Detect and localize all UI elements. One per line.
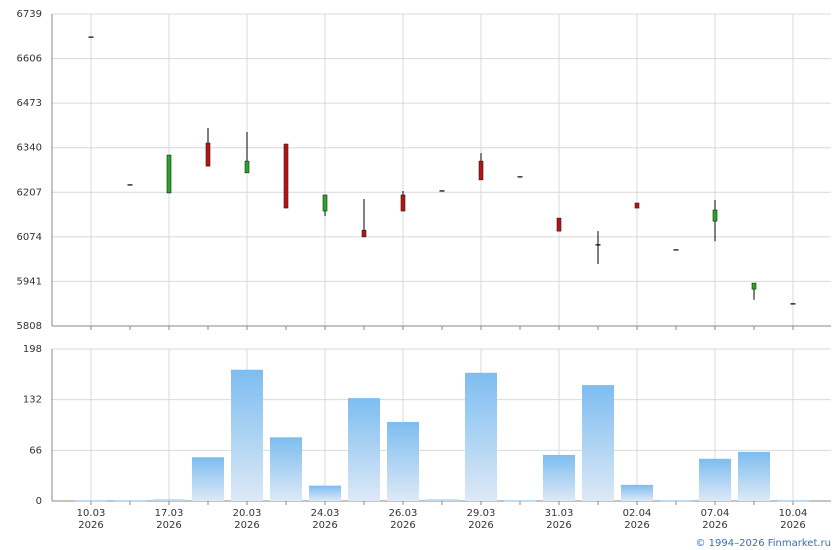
y-tick-label: 198: [23, 344, 42, 355]
candle-body: [712, 209, 718, 222]
volume-bar: [426, 499, 458, 501]
x-tick-label: 24.03: [311, 508, 340, 519]
y-tick-label: 132: [23, 395, 42, 406]
y-tick-label: 6606: [17, 54, 42, 65]
x-tick-year: 2026: [78, 520, 103, 531]
volume-bar: [153, 499, 185, 501]
y-tick-label: 6074: [17, 232, 42, 243]
volume-bar: [75, 500, 107, 502]
candle-body: [751, 282, 757, 290]
x-tick-label: 29.03: [467, 508, 496, 519]
x-tick-year: 2026: [546, 520, 571, 531]
candle-body: [283, 143, 289, 209]
x-tick-label: 07.04: [701, 508, 730, 519]
x-tick-label: 31.03: [545, 508, 574, 519]
candle-body: [556, 217, 562, 232]
copyright: © 1994–2026 Finmarket.ru: [695, 538, 831, 549]
volume-bar: [348, 398, 380, 501]
x-tick-label: 17.03: [155, 508, 184, 519]
volume-bar: [192, 457, 224, 501]
y-tick-label: 5941: [17, 276, 42, 287]
x-tick-label: 10.04: [779, 508, 808, 519]
x-tick-year: 2026: [234, 520, 259, 531]
candle-body: [400, 194, 406, 212]
candle-body: [205, 142, 211, 167]
x-tick-year: 2026: [702, 520, 727, 531]
candle-body: [634, 202, 640, 209]
volume-bar: [465, 372, 497, 501]
y-tick-label: 6340: [17, 143, 42, 154]
candle-body: [244, 160, 250, 174]
x-tick-year: 2026: [780, 520, 805, 531]
volume-bar: [699, 458, 731, 501]
x-tick-year: 2026: [468, 520, 493, 531]
volume-bar: [582, 385, 614, 501]
x-tick-label: 26.03: [389, 508, 418, 519]
volume-bar: [270, 437, 302, 501]
volume-bar: [114, 500, 146, 502]
volume-bar: [660, 500, 692, 502]
y-tick-label: 6473: [17, 98, 42, 109]
volume-bar: [309, 485, 341, 501]
candle-body: [361, 229, 367, 238]
volume-bar: [621, 484, 653, 501]
x-tick-label: 20.03: [233, 508, 262, 519]
volume-bar: [387, 421, 419, 501]
y-tick-label: 0: [36, 496, 42, 507]
volume-bar: [504, 500, 536, 502]
x-tick-label: 10.03: [77, 508, 106, 519]
x-tick-year: 2026: [156, 520, 181, 531]
candle-body: [478, 160, 484, 181]
x-tick-year: 2026: [312, 520, 337, 531]
x-tick-label: 02.04: [623, 508, 652, 519]
y-tick-label: 6207: [17, 187, 42, 198]
y-tick-label: 66: [29, 445, 42, 456]
volume-bar: [543, 454, 575, 501]
y-tick-label: 5808: [17, 321, 42, 332]
volume-bar: [738, 451, 770, 501]
candle-body: [322, 194, 328, 212]
y-tick-label: 6739: [17, 9, 42, 20]
x-tick-year: 2026: [624, 520, 649, 531]
x-tick-year: 2026: [390, 520, 415, 531]
volume-bar: [777, 500, 809, 502]
candle-body: [166, 154, 172, 194]
volume-bar: [231, 369, 263, 501]
